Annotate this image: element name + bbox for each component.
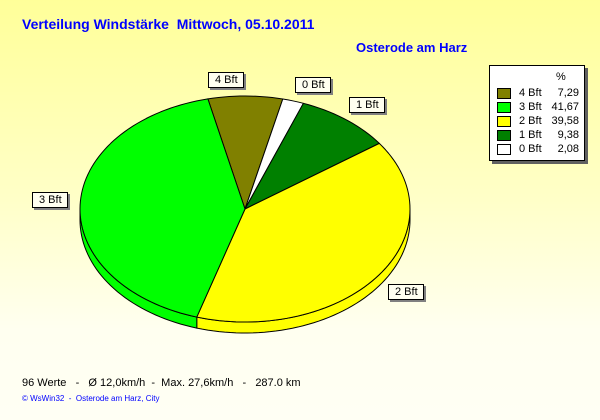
legend-value: 9,38 [557,129,579,141]
legend-label: 0 Bft [519,143,542,155]
slice-label-2bft: 2 Bft [388,284,424,300]
legend-label: 1 Bft [519,129,542,141]
slice-label-1bft: 1 Bft [349,97,385,113]
legend-swatch [497,116,511,127]
legend: % 4 Bft 7,29 3 Bft 41,67 2 Bft 39,58 1 B… [489,65,585,161]
legend-swatch [497,130,511,141]
legend-value: 39,58 [551,115,579,127]
legend-label: 4 Bft [519,87,542,99]
legend-label: 3 Bft [519,101,542,113]
legend-label: 2 Bft [519,115,542,127]
stats-line: 96 Werte - Ø 12,0km/h - Max. 27,6km/h - … [22,377,301,389]
slice-label-4bft: 4 Bft [208,72,244,88]
legend-value: 7,29 [557,87,579,99]
legend-header: % [556,71,566,83]
pie-slice-4-bft [207,95,284,210]
slice-label-3bft: 3 Bft [32,192,68,208]
slice-label-0bft: 0 Bft [295,77,331,93]
legend-swatch [497,88,511,99]
legend-value: 2,08 [557,143,579,155]
pie-slice-2-bft [196,142,411,323]
legend-swatch [497,144,511,155]
legend-swatch [497,102,511,113]
credit-line: © WsWin32 - Osterode am Harz, City [22,394,160,403]
chart-title: Verteilung Windstärke Mittwoch, 05.10.20… [22,16,315,32]
pie-slice-3-bft [79,98,246,318]
chart-subtitle: Osterode am Harz [356,40,468,55]
pie-slice-1-bft [244,102,380,210]
legend-value: 41,67 [551,101,579,113]
